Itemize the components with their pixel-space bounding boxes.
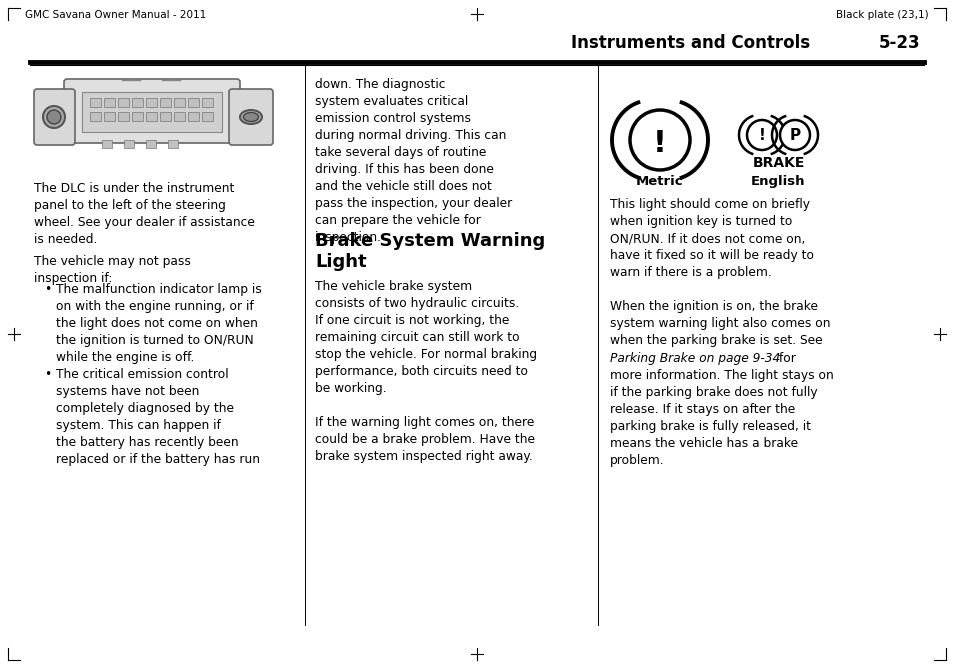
Text: BRAKE: BRAKE [752, 156, 803, 170]
Text: This light should come on briefly
when ignition key is turned to
ON/RUN. If it d: This light should come on briefly when i… [609, 198, 830, 364]
Circle shape [43, 106, 65, 128]
Text: for: for [775, 352, 796, 365]
Circle shape [746, 120, 776, 150]
Text: P: P [789, 128, 800, 142]
Circle shape [629, 110, 689, 170]
Bar [105, 98, 115, 107]
Bar [118, 98, 130, 107]
Text: The vehicle may not pass
inspection if:: The vehicle may not pass inspection if: [34, 255, 191, 285]
FancyBboxPatch shape [64, 79, 240, 143]
Text: The critical emission control
systems have not been
completely diagnosed by the
: The critical emission control systems ha… [56, 368, 260, 466]
Bar [147, 98, 157, 107]
Bar [118, 112, 130, 121]
Text: English: English [750, 175, 805, 188]
FancyBboxPatch shape [34, 89, 75, 145]
Text: Black plate (23,1): Black plate (23,1) [836, 10, 928, 20]
Circle shape [780, 120, 809, 150]
Ellipse shape [243, 112, 258, 122]
Bar [147, 112, 157, 121]
Bar [174, 112, 185, 121]
Text: !: ! [758, 128, 764, 142]
Bar [82, 92, 222, 132]
Bar [124, 140, 133, 148]
FancyBboxPatch shape [229, 89, 273, 145]
Text: Metric: Metric [636, 175, 683, 188]
Bar [160, 98, 172, 107]
Bar [189, 112, 199, 121]
Text: Instruments and Controls: Instruments and Controls [570, 34, 809, 52]
Text: The malfunction indicator lamp is
on with the engine running, or if
the light do: The malfunction indicator lamp is on wit… [56, 283, 261, 364]
Text: •: • [44, 283, 51, 296]
Bar [202, 112, 213, 121]
Text: 5-23: 5-23 [878, 34, 919, 52]
Text: down. The diagnostic
system evaluates critical
emission control systems
during n: down. The diagnostic system evaluates cr… [314, 78, 512, 244]
Bar [168, 140, 178, 148]
Bar [105, 112, 115, 121]
Bar [189, 98, 199, 107]
Bar [132, 112, 143, 121]
Ellipse shape [240, 110, 262, 124]
Text: !: ! [653, 128, 666, 158]
Text: Parking Brake on page 9-34: Parking Brake on page 9-34 [609, 352, 780, 365]
Bar [102, 140, 112, 148]
Bar [160, 112, 172, 121]
Bar [91, 112, 101, 121]
Text: more information. The light stays on
if the parking brake does not fully
release: more information. The light stays on if … [609, 369, 833, 467]
Bar [91, 98, 101, 107]
Bar [132, 98, 143, 107]
Circle shape [47, 110, 61, 124]
Bar [146, 140, 156, 148]
Bar [202, 98, 213, 107]
Text: •: • [44, 368, 51, 381]
Text: GMC Savana Owner Manual - 2011: GMC Savana Owner Manual - 2011 [25, 10, 206, 20]
Text: The DLC is under the instrument
panel to the left of the steering
wheel. See you: The DLC is under the instrument panel to… [34, 182, 254, 246]
Bar [174, 98, 185, 107]
Text: The vehicle brake system
consists of two hydraulic circuits.
If one circuit is n: The vehicle brake system consists of two… [314, 280, 537, 463]
Text: Brake System Warning
Light: Brake System Warning Light [314, 232, 545, 271]
